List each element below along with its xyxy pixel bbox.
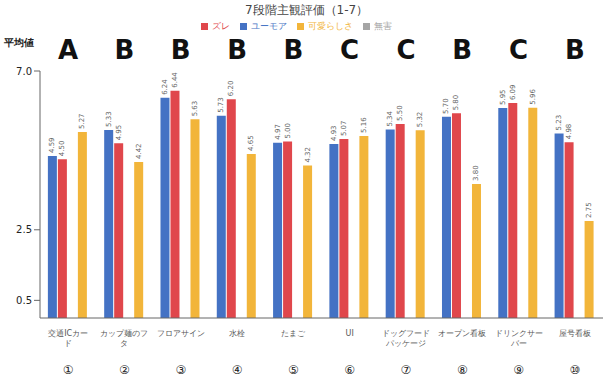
svg-text:カップ麺のフタ②: カップ麺のフタ② (100, 329, 148, 377)
svg-text:7.0: 7.0 (16, 66, 32, 77)
svg-text:6.20: 6.20 (227, 81, 235, 97)
svg-text:4.93: 4.93 (330, 125, 338, 141)
svg-text:4.59: 4.59 (48, 137, 56, 153)
svg-text:6.24: 6.24 (161, 79, 169, 95)
html-text:ユーモア: ユーモア (251, 21, 287, 31)
html-text:可愛らしさ: 可愛らしさ (308, 21, 353, 31)
svg-text:5.50: 5.50 (396, 105, 404, 121)
svg-text:4.50: 4.50 (58, 141, 66, 157)
html-text:無害: 無害 (374, 21, 392, 31)
svg-text:フロアサイン③: フロアサイン③ (157, 329, 205, 377)
svg-text:5.34: 5.34 (386, 110, 394, 126)
svg-text:5.95: 5.95 (499, 89, 507, 105)
svg-text:5.63: 5.63 (191, 101, 199, 117)
svg-text:たまご⑤: たまご⑤ (281, 329, 306, 377)
svg-text:交通ICカード①: 交通ICカード① (48, 329, 88, 377)
svg-text:ドッグフードパッケージ⑦: ドッグフードパッケージ⑦ (382, 329, 430, 377)
svg-text:5.27: 5.27 (78, 113, 86, 129)
svg-text:水栓④: 水栓④ (229, 329, 245, 377)
svg-text:C: C (340, 35, 359, 65)
svg-text:屋号看板⑩: 屋号看板⑩ (559, 329, 591, 377)
svg-text:4.42: 4.42 (135, 143, 143, 159)
svg-text:6.09: 6.09 (509, 85, 517, 101)
svg-text:B: B (115, 35, 135, 65)
svg-text:0.5: 0.5 (16, 295, 32, 306)
svg-text:4.95: 4.95 (115, 125, 123, 141)
svg-text:C: C (396, 35, 415, 65)
svg-text:2.5: 2.5 (16, 224, 32, 235)
svg-text:オープン看板⑧: オープン看板⑧ (438, 329, 486, 377)
svg-text:B: B (452, 35, 472, 65)
html-text:ズレ: ズレ (212, 21, 230, 31)
svg-text:5.73: 5.73 (217, 97, 225, 113)
svg-text:2.75: 2.75 (585, 202, 593, 218)
svg-text:UI⑥: UI⑥ (344, 329, 355, 377)
svg-text:4.32: 4.32 (304, 147, 312, 163)
svg-text:B: B (171, 35, 191, 65)
svg-text:5.33: 5.33 (105, 111, 113, 127)
svg-text:6.44: 6.44 (171, 72, 179, 88)
svg-text:B: B (565, 35, 585, 65)
svg-text:5.07: 5.07 (340, 121, 348, 137)
svg-text:5.00: 5.00 (284, 123, 292, 139)
svg-text:5.16: 5.16 (360, 117, 368, 133)
svg-text:A: A (58, 35, 78, 65)
svg-text:3.80: 3.80 (472, 165, 480, 181)
html-text:平均値: 平均値 (4, 37, 34, 48)
svg-text:C: C (509, 35, 528, 65)
svg-text:5.96: 5.96 (529, 89, 537, 105)
svg-text:4.98: 4.98 (565, 124, 573, 140)
svg-text:4.97: 4.97 (274, 124, 282, 140)
svg-text:5.70: 5.70 (442, 98, 450, 114)
svg-text:5.23: 5.23 (555, 115, 563, 131)
svg-text:4.65: 4.65 (247, 135, 255, 151)
svg-text:B: B (283, 35, 303, 65)
svg-text:B: B (227, 35, 247, 65)
svg-text:5.32: 5.32 (416, 112, 424, 128)
svg-text:5.80: 5.80 (452, 95, 460, 111)
html-text:7段階主観評価（1-7）: 7段階主観評価（1-7） (244, 3, 369, 17)
svg-text:ドリンクサーバー⑨: ドリンクサーバー⑨ (495, 329, 543, 377)
